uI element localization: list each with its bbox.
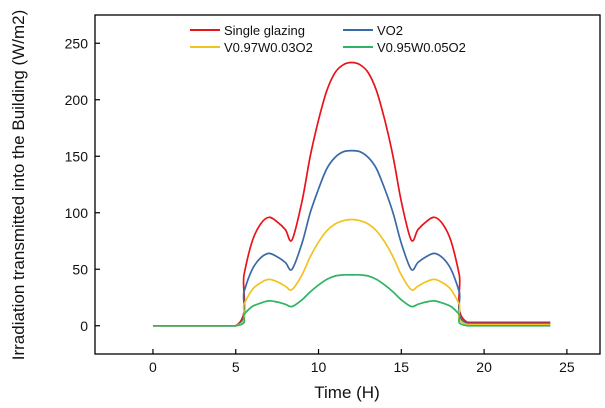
legend-label: V0.95W0.05O2 [377, 40, 466, 55]
legend-label: V0.97W0.03O2 [224, 40, 313, 55]
x-tick-label: 15 [394, 359, 410, 375]
plot-frame [94, 14, 601, 355]
legend-label: VO2 [377, 23, 403, 38]
series-line [152, 218, 551, 327]
series-line [152, 61, 551, 327]
y-tick-label: 200 [65, 92, 89, 108]
legend: Single glazing VO2 V0.97W0.03O2 V0.95W0.05O… [190, 23, 466, 55]
legend-label: Single glazing [224, 23, 305, 38]
x-axis-title: Time (H) [314, 383, 379, 402]
series-line [152, 149, 551, 327]
x-tick-label: 25 [559, 359, 575, 375]
y-tick-label: 0 [80, 318, 88, 334]
x-tick-label: 5 [232, 359, 240, 375]
y-axis-title: Irradiation transmitted into the Buildin… [9, 10, 28, 361]
series-lines [152, 61, 551, 327]
y-tick-label: 50 [72, 261, 88, 277]
y-tick-label: 250 [65, 35, 89, 51]
x-tick-label: 20 [476, 359, 492, 375]
series-line [152, 273, 551, 327]
x-tick-label: 10 [311, 359, 327, 375]
y-tick-label: 100 [65, 205, 89, 221]
y-tick-label: 150 [65, 148, 89, 164]
x-tick-label: 0 [149, 359, 157, 375]
